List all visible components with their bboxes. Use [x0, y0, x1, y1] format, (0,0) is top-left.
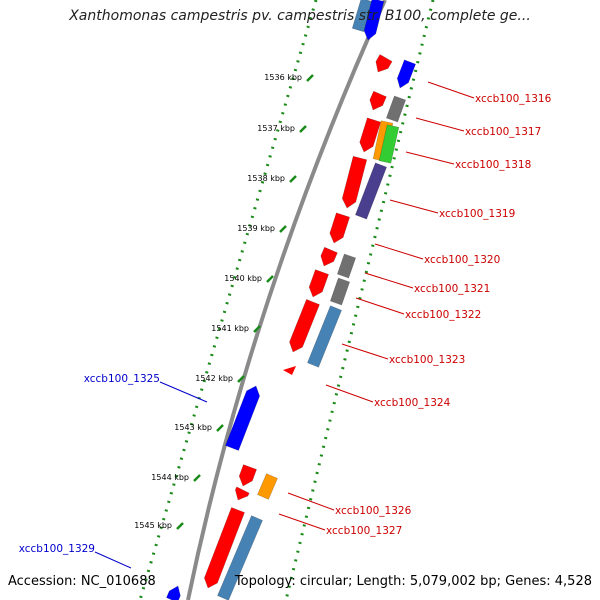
kbp-tick-label: 1539 kbp — [237, 224, 275, 233]
kbp-tick-label: 1544 kbp — [151, 473, 189, 482]
gene-leader-line — [159, 381, 208, 403]
gene-block-green[interactable] — [378, 124, 400, 164]
gene-label[interactable]: xccb100_1320 — [424, 254, 500, 266]
gene-label[interactable]: xccb100_1324 — [374, 397, 451, 409]
gene-leader-line — [278, 513, 326, 531]
gene-arrow-red[interactable] — [375, 54, 393, 73]
gene-leader-line — [374, 243, 424, 260]
gene-label[interactable]: xccb100_1318 — [455, 159, 531, 171]
gene-arrow-blue-reverse[interactable] — [225, 385, 260, 451]
gene-block-purple[interactable] — [355, 162, 387, 220]
outer-guide-line — [284, 0, 435, 600]
gene-arrow-blue-reverse[interactable] — [166, 585, 181, 600]
gene-label[interactable]: xccb100_1319 — [439, 208, 515, 220]
kbp-tick-label: 1541 kbp — [211, 324, 249, 333]
gene-label[interactable]: xccb100_1326 — [335, 505, 412, 517]
gene-arrow-blue[interactable] — [396, 59, 416, 89]
gene-arrow-red[interactable] — [369, 90, 387, 111]
kbp-tick-mark — [176, 522, 184, 530]
map-title: Xanthomonas campestris pv. campestris st… — [69, 8, 531, 24]
gene-block-gray[interactable] — [336, 253, 357, 279]
kbp-tick-mark — [299, 125, 307, 133]
gene-leader-line — [355, 297, 405, 315]
gene-block-steelblue[interactable] — [307, 305, 342, 368]
genome-summary-text: Topology: circular; Length: 5,079,002 bp… — [234, 574, 592, 589]
gene-label[interactable]: xccb100_1327 — [326, 525, 402, 537]
kbp-tick-label: 1545 kbp — [134, 521, 172, 530]
kbp-tick-label: 1536 kbp — [264, 73, 302, 82]
kbp-tick-mark — [279, 225, 287, 233]
gene-label[interactable]: xccb100_1317 — [465, 126, 541, 138]
gene-leader-line — [427, 81, 475, 99]
accession-text: Accession: NC_010688 — [8, 574, 156, 589]
gene-label[interactable]: xccb100_1323 — [389, 354, 465, 366]
gene-marker-red[interactable] — [283, 366, 296, 375]
gene-arrow-red[interactable] — [320, 246, 338, 267]
gene-label[interactable]: xccb100_1316 — [475, 93, 552, 105]
gene-block-gray[interactable] — [329, 277, 351, 306]
kbp-tick-mark — [253, 325, 261, 333]
gene-label[interactable]: xccb100_1325 — [84, 373, 160, 385]
gene-block-steelblue[interactable] — [351, 0, 374, 33]
gene-arrow-red[interactable] — [308, 269, 329, 298]
gene-block-steelblue[interactable] — [217, 515, 263, 600]
gene-arrow-red[interactable] — [238, 464, 257, 487]
gene-leader-line — [341, 343, 389, 360]
gene-leader-line — [405, 151, 455, 165]
gene-labels: xccb100_1316 xccb100_1317 xccb100_1318xccb… — [19, 81, 552, 569]
kbp-tick-label: 1540 kbp — [224, 274, 262, 283]
kbp-tick-mark — [237, 375, 245, 383]
gene-label[interactable]: xccb100_1321 — [414, 283, 490, 295]
gene-leader-line — [415, 117, 465, 132]
gene-block-orange[interactable] — [257, 473, 278, 500]
gene-arrow-red[interactable] — [341, 155, 368, 209]
kbp-ticks: 1536 kbp 1537 kbp 1538 kbp 1539 kbp 1540 kbp… — [134, 73, 314, 530]
kbp-tick-label: 1538 kbp — [247, 174, 285, 183]
gene-arrow-red[interactable] — [204, 507, 245, 589]
inner-guide-line — [138, 0, 318, 600]
gene-leader-line — [94, 551, 132, 569]
kbp-tick-mark — [193, 474, 201, 482]
gene-block-gray[interactable] — [385, 95, 407, 123]
gene-features — [166, 0, 416, 600]
gene-label[interactable]: xccb100_1329 — [19, 543, 95, 555]
gene-arrow-red[interactable] — [359, 117, 382, 153]
gene-arrow-red[interactable] — [234, 486, 250, 501]
kbp-tick-mark — [266, 275, 274, 283]
genome-backbone — [186, 0, 387, 600]
gene-label[interactable]: xccb100_1322 — [405, 309, 481, 321]
kbp-tick-mark — [289, 175, 297, 183]
gene-arrow-red[interactable] — [289, 299, 320, 353]
kbp-tick-mark — [216, 424, 224, 432]
gene-arrow-red[interactable] — [329, 212, 351, 244]
gene-leader-line — [325, 384, 374, 403]
kbp-tick-mark — [306, 74, 314, 82]
kbp-tick-label: 1542 kbp — [195, 374, 233, 383]
kbp-tick-label: 1543 kbp — [174, 423, 212, 432]
gene-leader-line — [287, 492, 335, 511]
gene-arrow-blue[interactable] — [363, 0, 385, 41]
kbp-tick-label: 1537 kbp — [257, 124, 295, 133]
gene-leader-line — [389, 199, 439, 214]
gene-leader-line — [364, 272, 414, 289]
